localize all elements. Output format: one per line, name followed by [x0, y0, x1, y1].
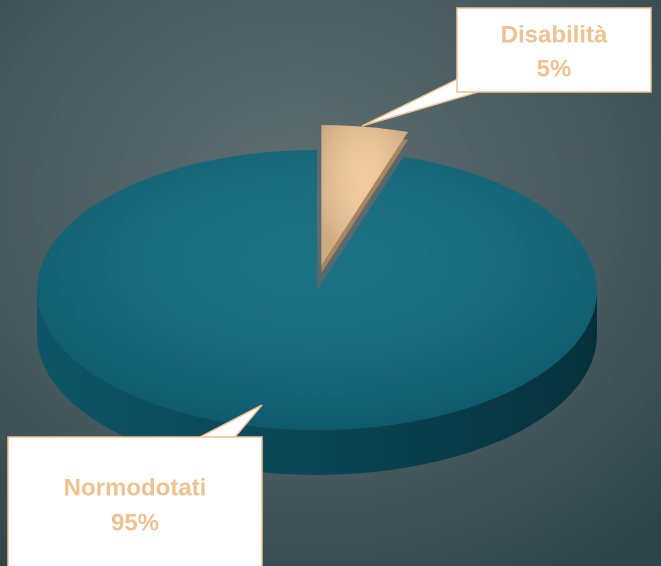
- slice-shade: [321, 125, 408, 266]
- label-disabilita: Disabilità 5%: [361, 7, 652, 127]
- pie-side: [37, 290, 597, 475]
- label-normodotati: Normodotati 95%: [7, 404, 263, 566]
- slice-shade: [36, 150, 597, 431]
- label-name: Normodotati: [64, 474, 207, 501]
- label-name: Disabilità: [501, 21, 608, 48]
- label-box: [456, 7, 652, 93]
- label-value: 95%: [111, 509, 159, 536]
- label-value: 5%: [537, 55, 572, 82]
- pie: [36, 125, 597, 475]
- label-box: [7, 436, 263, 566]
